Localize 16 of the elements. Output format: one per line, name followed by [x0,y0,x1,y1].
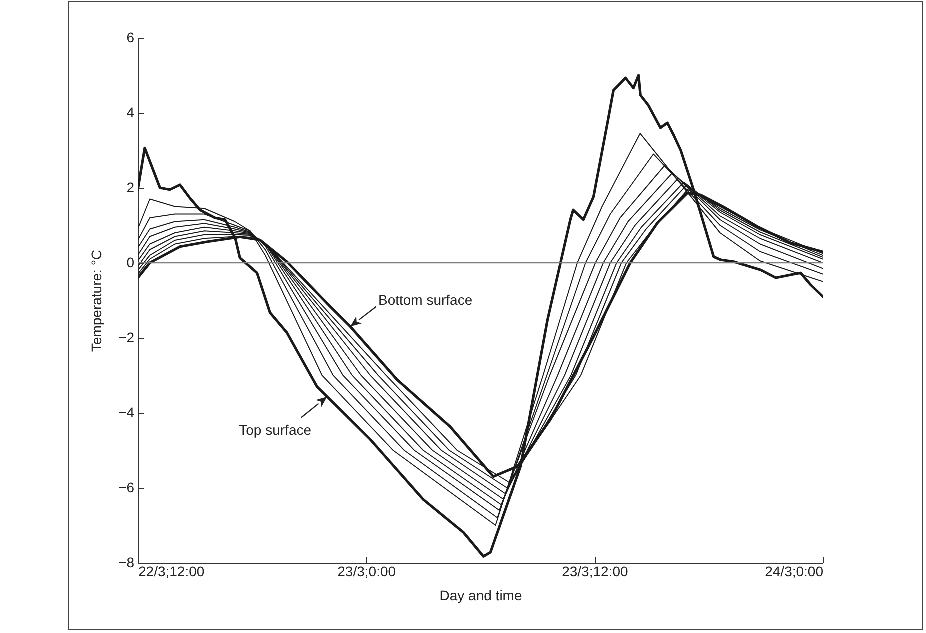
y-tick-label: 6 [126,30,135,46]
x-axis-title: Day and time [440,588,522,604]
y-tick-label: −2 [118,330,135,346]
y-tick-label: −8 [118,554,135,570]
y-axis-title: Temperature: °C [88,250,105,352]
y-tick-label: −6 [118,480,135,496]
y-tick-label: −4 [118,404,135,420]
x-tick-label: 22/3;12:00 [138,564,205,580]
y-tick-label: 0 [126,254,135,270]
x-tick-label: 24/3;0:00 [765,564,824,580]
annotation: Top surface [239,422,312,438]
y-tick-label: 2 [126,180,135,196]
x-tick-label: 23/3;12:00 [562,564,628,580]
x-tick-label: 23/3;0:00 [338,564,396,580]
annotation: Bottom surface [378,292,473,308]
y-tick-label: 4 [126,104,135,120]
